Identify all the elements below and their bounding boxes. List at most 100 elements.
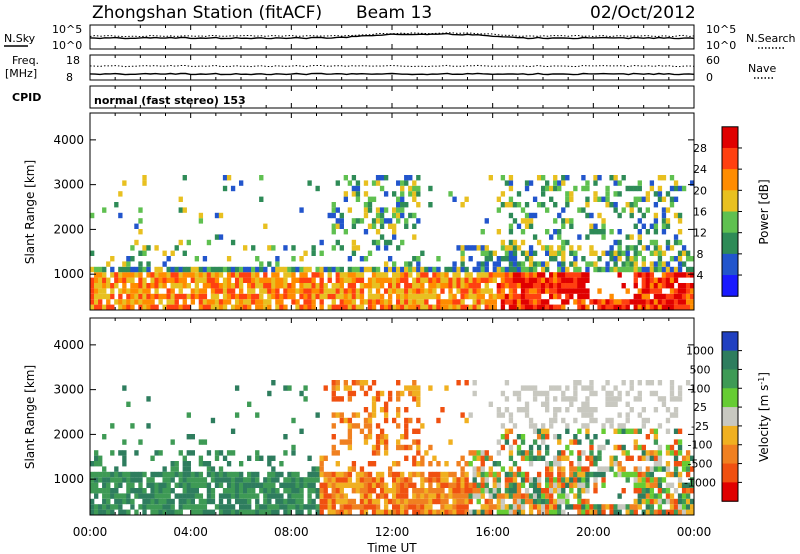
heatmap-cell [178,266,183,273]
heatmap-cell [263,223,268,229]
heatmap-cell [516,390,522,397]
heatmap-cell [549,482,554,488]
heatmap-cell [396,218,401,224]
heatmap-cell [363,488,369,494]
heatmap-cell [170,488,175,494]
heatmap-cell [621,428,626,434]
heatmap-cell [577,407,582,413]
heatmap-cell [492,304,497,310]
heatmap-cell [468,488,473,494]
freq-tick-top: 18 [66,54,80,67]
heatmap-cell [657,461,663,467]
heatmap-cell [255,450,260,456]
heatmap-cell [166,266,171,273]
heatmap-cell [367,304,373,310]
heatmap-cell [126,261,131,267]
heatmap-cell [605,466,610,472]
heatmap-cell [351,266,357,273]
heatmap-cell [383,207,389,213]
heatmap-cell [528,283,534,289]
heatmap-cell [428,461,433,467]
heatmap-cell [436,493,441,499]
heatmap-cell [524,283,530,289]
heatmap-cell [404,175,409,181]
heatmap-cell [202,482,208,488]
heatmap-cell [480,461,485,467]
heatmap-cell [142,245,147,251]
heatmap-cell [617,212,622,219]
heatmap-cell [206,471,212,478]
heatmap-cell [617,191,622,197]
heatmap-cell [528,245,534,251]
heatmap-cell [581,412,586,418]
heatmap-cell [520,509,526,515]
heatmap-cell [597,175,602,181]
heatmap-cell [617,272,622,278]
heatmap-cell [689,299,695,305]
heatmap-cell [323,455,328,461]
heatmap-cell [367,283,373,289]
heatmap-cell [230,428,236,434]
heatmap-cell [291,266,296,273]
heatmap-cell [641,288,646,294]
heatmap-cell [347,439,353,445]
heatmap-cell [565,444,570,451]
heatmap-cell [593,266,598,273]
heatmap-cell [528,266,534,273]
heatmap-cell [452,293,457,300]
heatmap-cell [218,234,224,240]
heatmap-cell [545,277,550,283]
heatmap-cell [613,396,618,402]
heatmap-cell [392,277,397,283]
heatmap-cell [657,466,663,472]
heatmap-cell [291,417,296,424]
heatmap-cell [327,498,332,505]
heatmap-cell [98,488,103,494]
heatmap-cell [347,509,353,515]
heatmap-cell [577,380,582,386]
heatmap-cell [392,504,397,510]
heatmap-cell [303,385,308,391]
heatmap-cell [528,498,534,505]
heatmap-cell [496,283,502,289]
heatmap-cell [512,390,518,397]
heatmap-cell [315,504,320,510]
heatmap-cell [130,299,135,305]
heatmap-cell [94,461,99,467]
heatmap-cell [633,482,638,488]
heatmap-cell [230,288,236,294]
heatmap-cell [408,444,413,451]
heatmap-cell [436,283,441,289]
heatmap-cell [496,207,502,213]
heatmap-cell [327,471,332,478]
heatmap-cell [657,396,663,402]
heatmap-cell [303,266,308,273]
heatmap-cell [327,477,332,483]
heatmap-cell [585,261,590,267]
heatmap-cell [665,444,671,451]
heatmap-cell [383,504,389,510]
heatmap-cell [605,191,610,197]
heatmap-cell [681,293,687,300]
heatmap-cell [335,239,340,246]
heatmap-cell [416,185,421,192]
colorbar-segment [722,463,738,483]
heatmap-cell [295,477,300,483]
heatmap-cell [633,471,638,478]
heatmap-cell [122,272,127,278]
heatmap-cell [536,455,542,461]
heatmap-cell [524,455,530,461]
heatmap-cell [581,488,586,494]
heatmap-cell [645,380,651,386]
heatmap-cell [557,212,562,219]
heatmap-cell [641,493,646,499]
heatmap-cell [210,304,216,310]
heatmap-cell [645,277,651,283]
heatmap-cell [182,504,187,510]
heatmap-cell [396,488,401,494]
heatmap-cell [416,493,421,499]
heatmap-cell [617,390,622,397]
heatmap-cell [633,477,638,483]
heatmap-cell [665,207,671,213]
heatmap-cell [158,493,163,499]
